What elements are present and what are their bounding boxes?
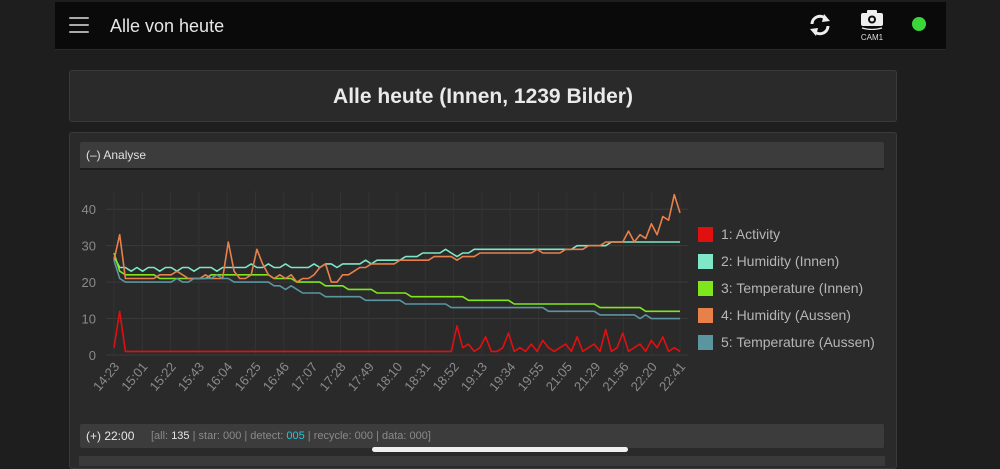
x-tick-label: 16:04 [203,359,235,394]
y-tick-label: 30 [82,239,96,254]
group-time: (+) 22:00 [86,429,135,443]
x-tick-label: 18:52 [429,359,461,394]
stats-detect: 005 [286,430,305,442]
legend-label: 2: Humidity (Innen) [721,253,839,269]
x-tick-label: 15:01 [118,359,150,394]
legend-label: 4: Humidity (Aussen) [721,307,851,323]
status-dot [912,17,926,31]
x-tick-label: 14:23 [90,359,122,394]
series-line-4 [113,193,681,283]
legend-swatch [698,227,713,242]
stats-rest: | recycle: 000 | data: 000] [304,430,431,442]
time-group-bar[interactable]: (+) 22:00 [all: 135 | star: 000 | detect… [80,424,884,448]
legend-swatch [698,335,713,350]
analyse-toggle[interactable]: (–) Analyse [80,142,884,170]
legend-label: 3: Temperature (Innen) [721,280,863,296]
stats-star: | star: 000 | detect: [189,430,287,442]
group-stats: [all: 135 | star: 000 | detect: 005 | re… [151,430,431,442]
x-tick-label: 22:41 [656,359,688,394]
x-tick-label: 16:46 [260,359,292,394]
x-tick-label: 16:25 [231,359,263,394]
legend-swatch [698,308,713,323]
x-tick-label: 19:55 [514,359,546,394]
analysis-card: (–) Analyse 0 10 20 30 40 14:23 15:01 15:22 15:4… [69,132,897,469]
stats-open: [all: [151,430,172,442]
legend-swatch [698,254,713,269]
series-line-5 [113,259,680,320]
legend-swatch [698,281,713,296]
menu-icon[interactable] [69,17,89,33]
y-tick-label: 0 [89,348,96,363]
legend-label: 1: Activity [721,226,780,242]
analysis-chart: 01020304014:2315:0115:2215:4316:0416:251… [82,191,875,394]
x-tick-label: 21:05 [543,359,575,394]
x-tick-label: 15:43 [175,359,207,394]
page-title: Alle heute (Innen, 1239 Bilder) [333,85,633,108]
series-line-1 [113,310,681,353]
title-panel: Alle heute (Innen, 1239 Bilder) [69,70,897,122]
x-tick-label: 21:29 [571,359,603,394]
home-indicator [372,447,628,452]
next-panel [79,456,885,466]
refresh-icon[interactable] [806,11,834,39]
x-tick-label: 17:49 [345,359,377,394]
legend-label: 5: Temperature (Aussen) [721,334,875,350]
y-tick-label: 10 [82,312,96,327]
x-tick-label: 19:34 [486,359,518,394]
x-tick-label: 22:20 [628,359,660,394]
camera-label: CAM1 [860,33,884,42]
x-tick-label: 17:07 [288,359,320,394]
analyse-label: (–) Analyse [86,148,147,162]
x-tick-label: 15:22 [146,359,178,394]
y-tick-label: 40 [82,202,96,217]
x-tick-label: 18:10 [373,359,405,394]
x-tick-label: 18:31 [401,359,433,394]
y-tick-label: 20 [82,275,96,290]
x-tick-label: 19:13 [458,359,490,394]
series-line-2 [113,241,680,272]
top-navigation-bar: Alle von heute CAM1 [55,2,946,50]
camera-icon[interactable]: CAM1 [857,8,887,46]
x-tick-label: 17:28 [316,359,348,394]
stats-all: 135 [171,430,190,442]
app-title: Alle von heute [110,16,225,36]
x-tick-label: 21:56 [599,359,631,394]
